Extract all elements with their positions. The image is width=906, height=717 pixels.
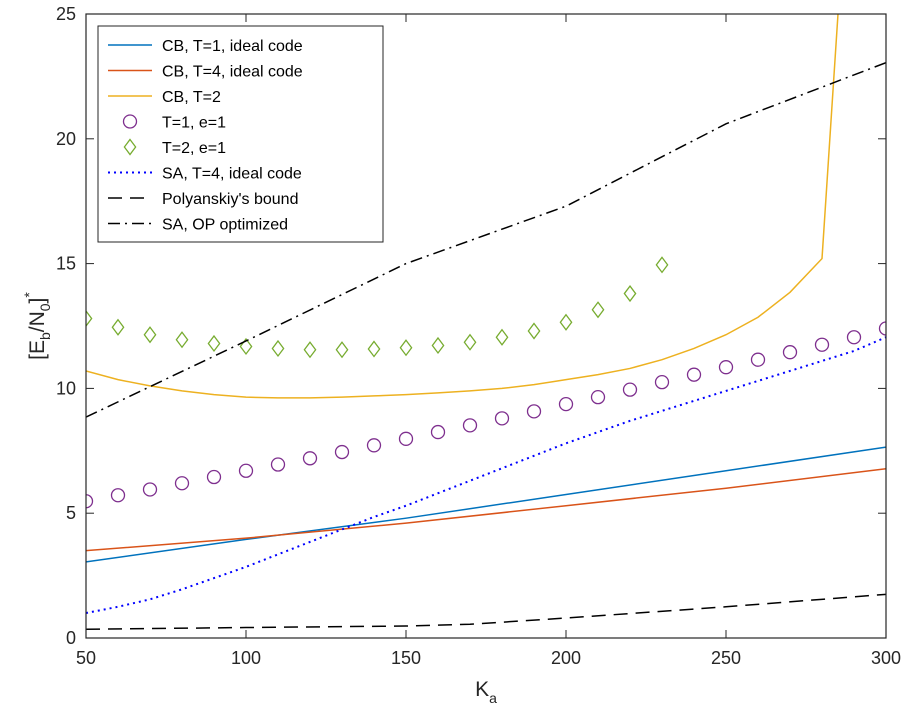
data-point (271, 339, 285, 358)
data-point (270, 457, 286, 472)
data-point (399, 339, 413, 357)
y-tick-label: 20 (56, 129, 76, 149)
legend-label: CB, T=4, ideal code (162, 64, 303, 81)
legend-label: T=1, e=1 (162, 115, 226, 132)
data-point (430, 424, 446, 440)
data-point (142, 482, 158, 497)
legend-item: CB, T=1, ideal code (108, 38, 303, 55)
data-point (558, 396, 574, 412)
y-tick-label: 25 (56, 4, 76, 24)
data-point (526, 404, 542, 419)
legend-item: T=1, e=1 (122, 114, 226, 132)
data-point (175, 331, 189, 349)
data-point (431, 336, 445, 355)
axes-box (85, 13, 887, 639)
y-axis-label: [Eb/N0]* (21, 292, 53, 360)
y-tick-label: 5 (66, 503, 76, 523)
legend-box (97, 25, 384, 243)
y-tick-label: 15 (56, 254, 76, 274)
data-point (302, 451, 318, 466)
data-point (86, 309, 93, 328)
x-tick-label: 50 (76, 648, 96, 668)
data-point (206, 469, 222, 485)
legend-swatch (123, 138, 137, 156)
series-sa-t-4-ideal-code (86, 336, 886, 615)
data-point (366, 438, 382, 453)
data-point (111, 318, 125, 336)
series-line (86, 468, 886, 552)
data-point (527, 322, 541, 340)
x-tick-label: 250 (711, 648, 741, 668)
legend-item: SA, T=4, ideal code (108, 166, 302, 183)
data-point (559, 313, 573, 331)
data-point (239, 337, 253, 356)
legend-label: CB, T=2 (162, 89, 221, 106)
data-point (878, 321, 886, 336)
data-point (591, 301, 605, 319)
data-point (303, 341, 317, 359)
series-line (86, 446, 886, 563)
series-cb-t-4-ideal-code (86, 468, 886, 552)
legend-swatch (122, 114, 138, 129)
data-point (814, 337, 830, 352)
legend-label: T=2, e=1 (162, 140, 226, 157)
series-line (86, 61, 886, 418)
data-point (494, 411, 510, 426)
series-line (86, 593, 886, 631)
x-axis-label: Ka (475, 678, 497, 706)
data-point (654, 375, 670, 390)
data-point (110, 488, 126, 503)
data-point (86, 494, 94, 509)
y-tick-label: 0 (66, 628, 76, 648)
series-sa-op-optimized (86, 61, 886, 418)
series-line (86, 14, 839, 399)
y-tick-label: 10 (56, 378, 76, 398)
series-cb-t-1-ideal-code (86, 446, 886, 563)
legend-item: CB, T=2 (108, 89, 221, 106)
legend-label: SA, OP optimized (162, 217, 288, 234)
series-polyanskiy-s-bound (86, 593, 886, 631)
x-tick-label: 100 (231, 648, 261, 668)
legend-label: Polyanskiy's bound (162, 191, 298, 208)
legend-label: SA, T=4, ideal code (162, 166, 302, 183)
data-point (495, 328, 509, 346)
data-point (238, 463, 254, 478)
data-point (207, 334, 221, 353)
data-point (174, 476, 190, 491)
series-line (86, 336, 886, 615)
x-tick-label: 300 (871, 648, 901, 668)
data-point (367, 340, 381, 358)
x-tick-label: 150 (391, 648, 421, 668)
legend-label: CB, T=1, ideal code (162, 38, 303, 55)
data-point (782, 345, 798, 360)
data-point (398, 431, 414, 446)
data-point (143, 326, 157, 344)
data-point (622, 382, 638, 397)
series-cb-t-2 (86, 14, 839, 399)
data-point (655, 256, 669, 274)
legend-item: T=2, e=1 (123, 138, 226, 157)
legend: CB, T=1, ideal code CB, T=4, ideal code CB… (97, 25, 384, 243)
legend-item: CB, T=4, ideal code (108, 64, 303, 81)
data-point (463, 333, 477, 351)
data-point (623, 284, 637, 303)
data-point (335, 341, 349, 359)
data-point (334, 444, 350, 460)
data-point (750, 352, 766, 367)
legend-item: SA, OP optimized (108, 217, 288, 234)
data-point (462, 418, 478, 433)
data-point (686, 367, 702, 382)
data-point (590, 389, 606, 405)
data-point (718, 360, 734, 375)
legend-item: Polyanskiy's bound (108, 191, 298, 208)
series-t-1-e-1 (86, 321, 886, 509)
x-tick-label: 200 (551, 648, 581, 668)
data-point (846, 330, 862, 345)
series-t-2-e-1 (86, 256, 669, 359)
